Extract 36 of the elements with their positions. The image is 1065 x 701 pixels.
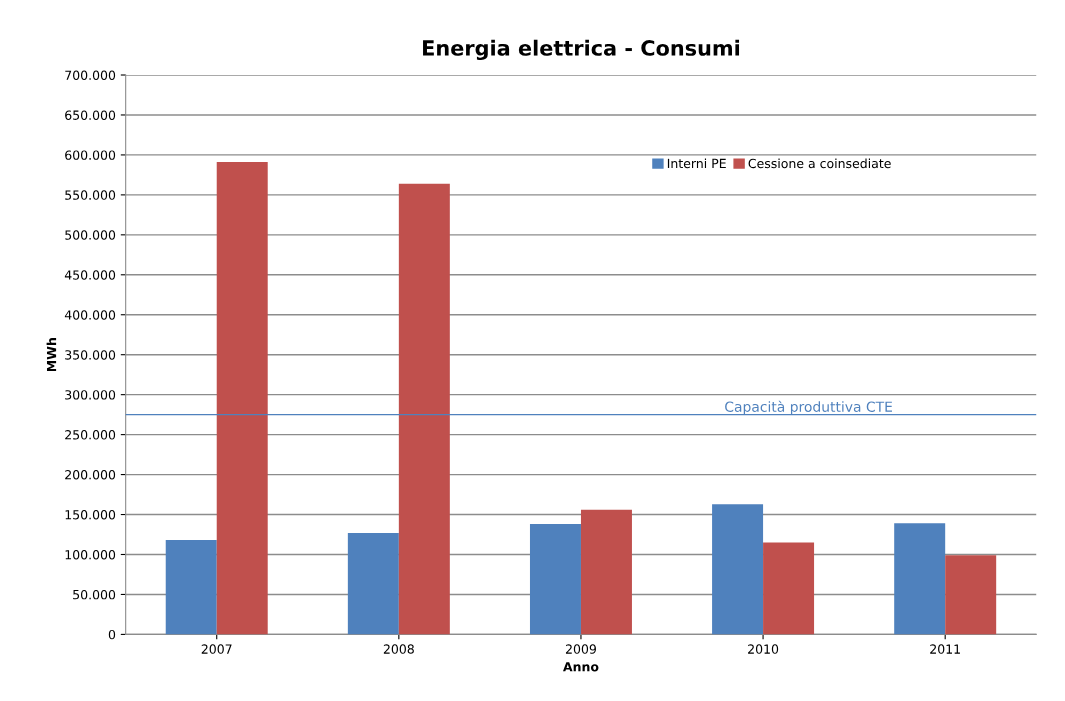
- x-tick-label: 2008: [383, 644, 414, 654]
- bar: [529, 524, 581, 635]
- y-tick-label: 400.000: [64, 310, 116, 320]
- y-tick-label: 600.000: [65, 150, 116, 160]
- legend-label: Interni PE: [667, 158, 726, 169]
- y-tick-label: 450.000: [64, 270, 116, 280]
- x-tick-label: 2009: [565, 644, 596, 654]
- y-tick-label: 300.000: [65, 390, 116, 400]
- bar: [712, 504, 764, 635]
- x-tick-label: 2011: [930, 644, 960, 654]
- y-axis-title: MWh: [46, 338, 57, 372]
- ref-line-label: Capacità produttiva CTE: [725, 400, 892, 415]
- y-tick-label: 650.000: [65, 110, 116, 120]
- bar: [216, 162, 268, 635]
- bar: [580, 509, 632, 635]
- y-tick-label: 100.000: [65, 549, 116, 560]
- y-tick-label: 50.000: [73, 589, 116, 600]
- y-tick-label: 500.000: [65, 230, 116, 240]
- x-tick-label: 2007: [201, 644, 232, 654]
- bar: [945, 555, 997, 635]
- x-tick-label: 2010: [748, 644, 779, 654]
- y-tick-label: 550.000: [65, 190, 116, 200]
- y-tick-label: 0: [108, 629, 116, 640]
- y-tick-label: 150.000: [65, 510, 116, 520]
- y-tick-label: 250.000: [65, 430, 116, 440]
- bar: [165, 540, 217, 635]
- x-axis-title: Anno: [562, 662, 599, 672]
- legend-label: Cessione a coinsediate: [748, 158, 891, 169]
- y-tick-label: 350.000: [65, 350, 116, 360]
- y-tick-label: 200.000: [65, 470, 116, 480]
- bar: [398, 183, 450, 635]
- bar: [347, 532, 399, 635]
- chart-title: Energia elettrica - Consumi: [423, 39, 740, 61]
- y-tick-label: 700.000: [65, 70, 116, 80]
- bar: [894, 523, 946, 635]
- bar: [763, 542, 815, 635]
